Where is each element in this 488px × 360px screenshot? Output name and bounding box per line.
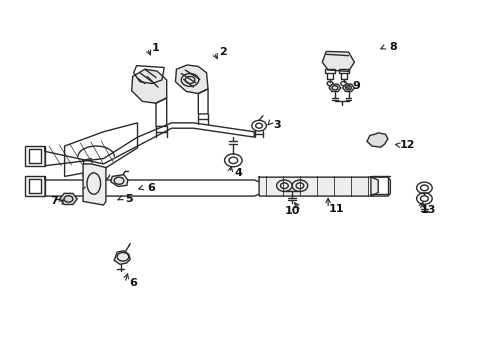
Text: 2: 2	[218, 47, 226, 57]
Polygon shape	[259, 176, 377, 196]
Text: 4: 4	[234, 168, 242, 178]
Text: 9: 9	[352, 81, 360, 91]
Polygon shape	[175, 65, 207, 94]
Polygon shape	[328, 84, 340, 91]
Text: 10: 10	[284, 206, 299, 216]
Text: 6: 6	[129, 278, 137, 288]
Text: 12: 12	[399, 140, 415, 150]
Polygon shape	[114, 251, 130, 264]
Text: 11: 11	[328, 203, 344, 213]
Text: 7: 7	[50, 196, 58, 206]
Text: 1: 1	[152, 43, 160, 53]
Polygon shape	[131, 69, 166, 103]
Polygon shape	[342, 84, 354, 91]
Polygon shape	[111, 175, 127, 186]
Polygon shape	[322, 51, 354, 71]
Text: 5: 5	[125, 194, 133, 203]
Text: 13: 13	[420, 205, 435, 215]
Text: 6: 6	[147, 183, 155, 193]
Polygon shape	[83, 164, 106, 205]
Polygon shape	[366, 133, 387, 147]
Text: 8: 8	[388, 42, 396, 52]
Polygon shape	[60, 193, 77, 204]
Polygon shape	[29, 149, 41, 163]
Polygon shape	[29, 179, 41, 193]
Polygon shape	[25, 146, 45, 166]
Text: 3: 3	[273, 120, 280, 130]
Polygon shape	[25, 176, 45, 196]
